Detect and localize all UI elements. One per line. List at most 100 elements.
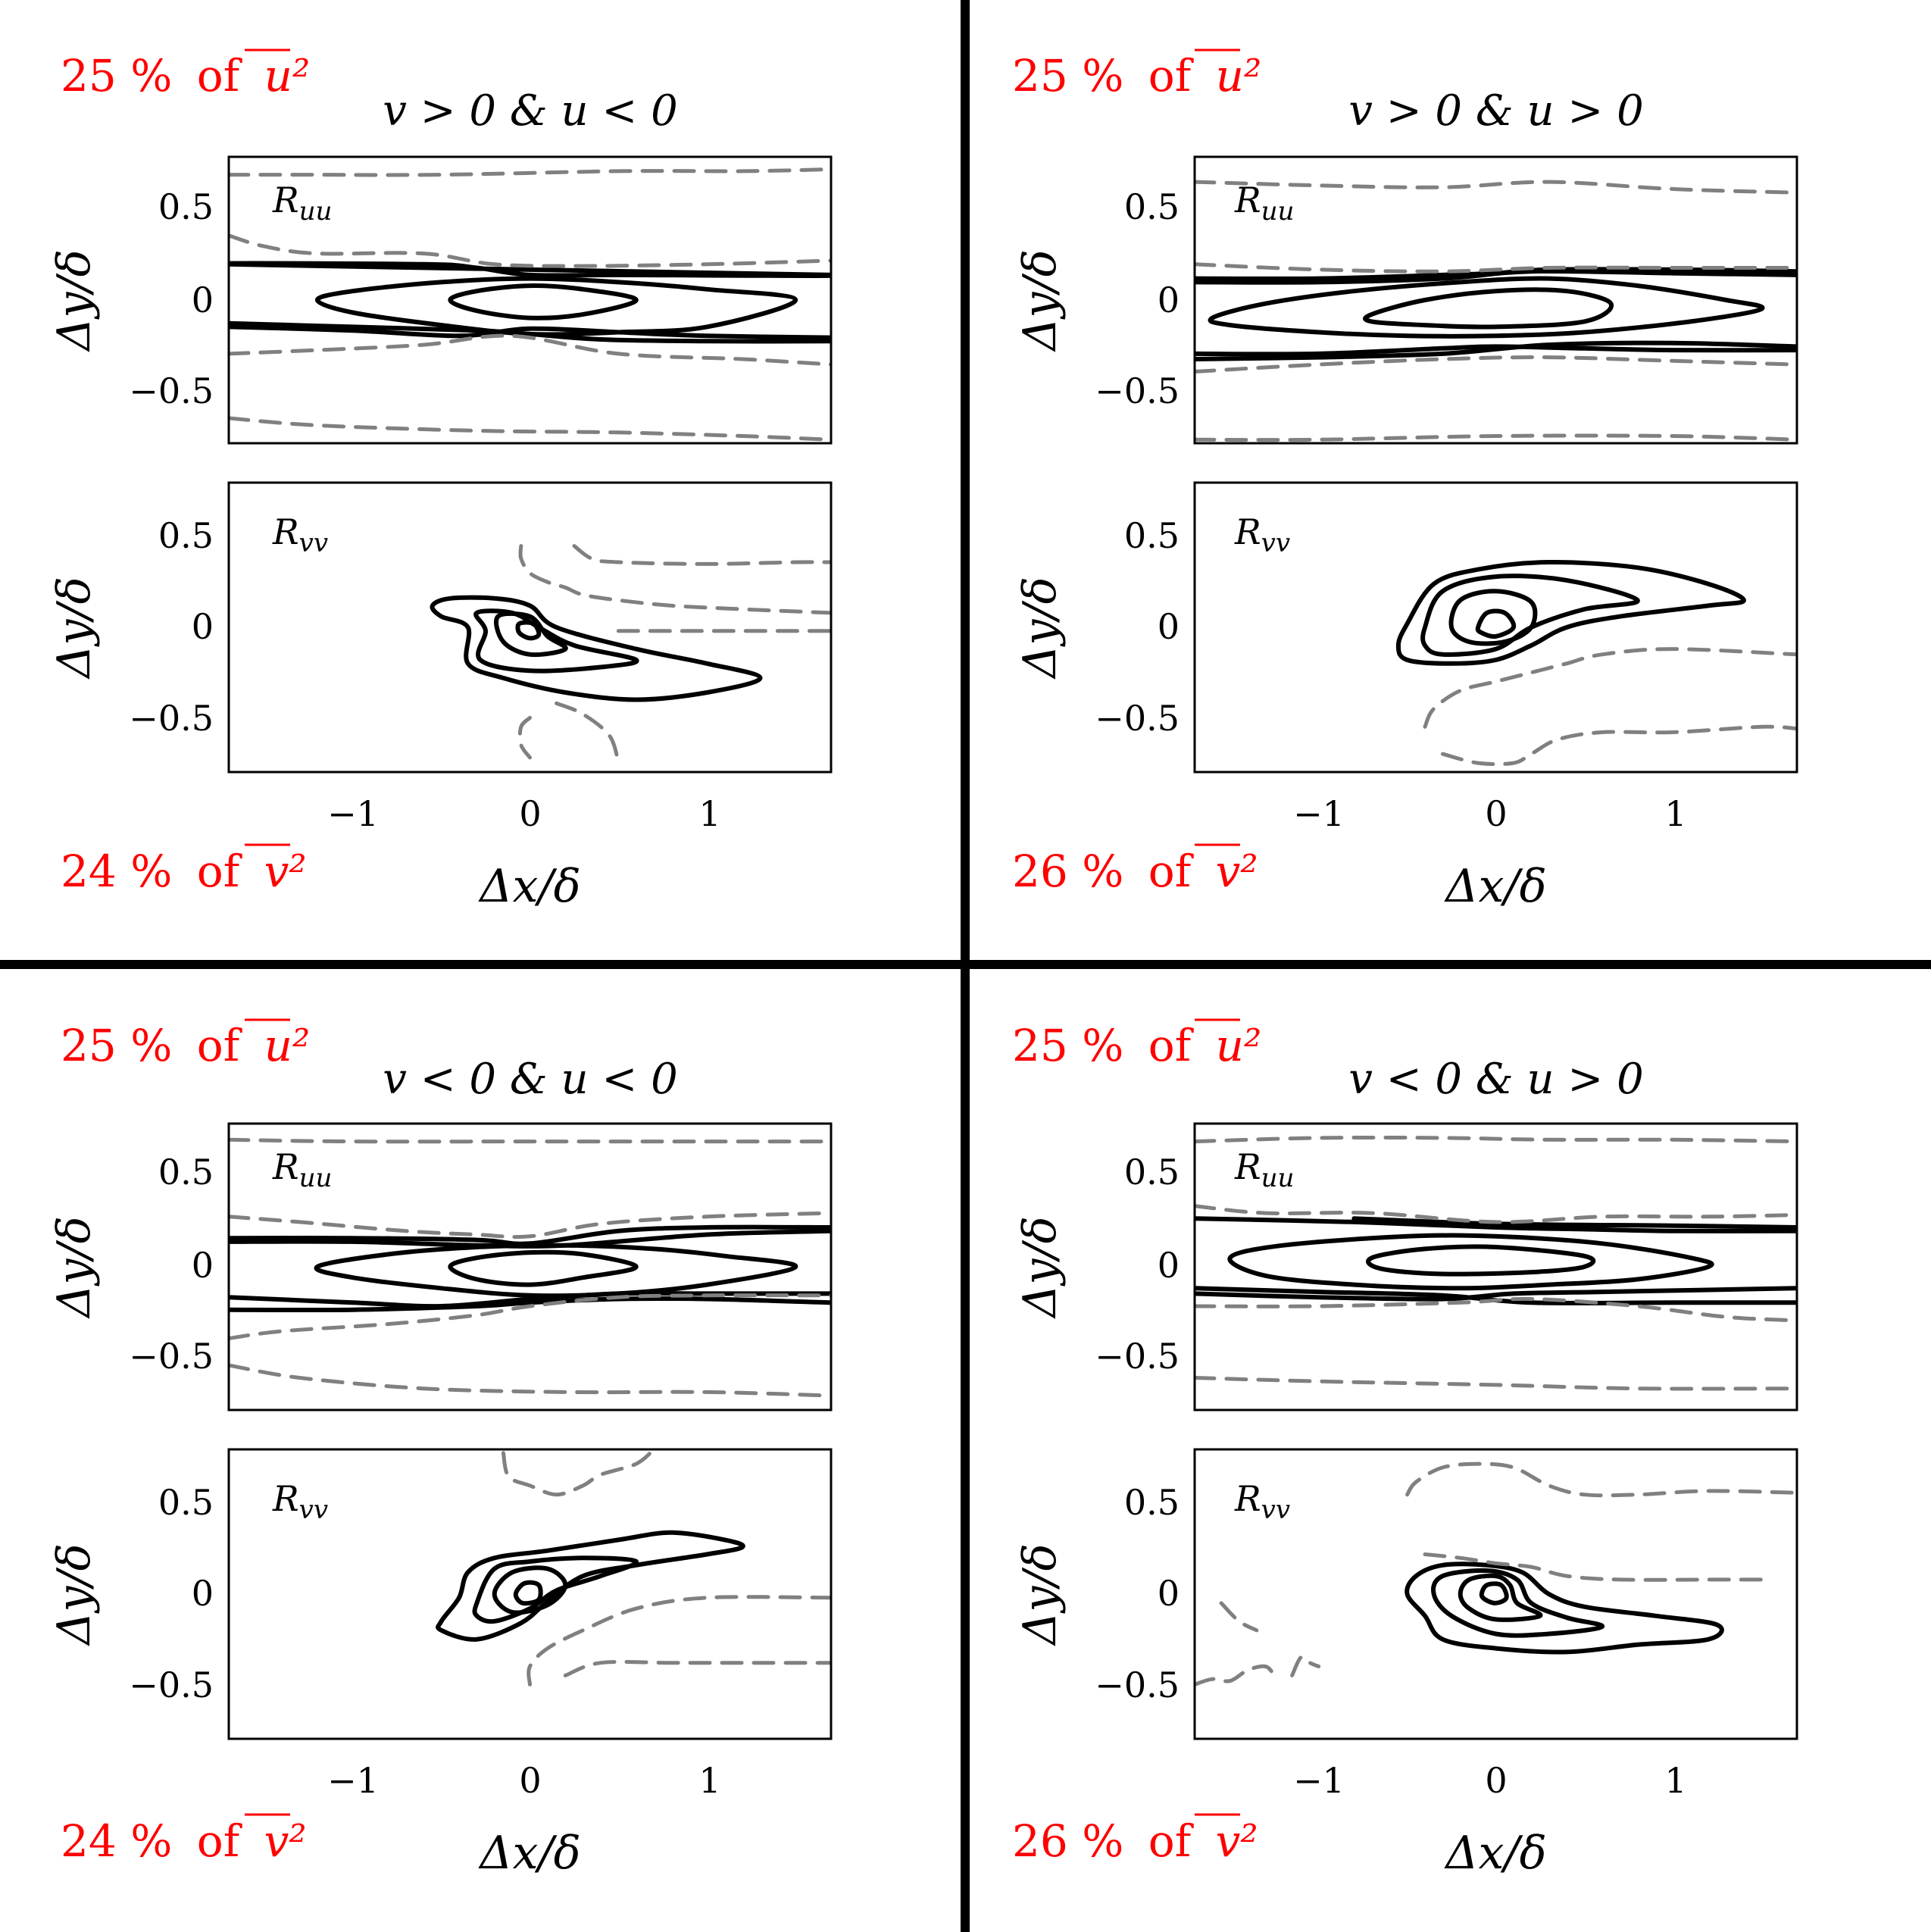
positive-contour-line [1195,1286,1797,1302]
subplot-label: Ruu [1234,180,1294,227]
negative-contour-line [229,1211,831,1240]
panel-3: 25 % of u² v < 0 & u < 0 Ruu 0.5 0 −0.5 … [48,1018,833,1880]
x-tick-group: −1 0 1 [327,1760,721,1801]
x-tick-label: 0 [1485,1760,1507,1801]
positive-contour-line [314,276,798,337]
y-tick-label: 0 [192,1245,214,1286]
y-axis-label: Δy/δ [1014,1543,1067,1646]
y-tick-label: −0.5 [129,370,214,411]
positive-contour-line [1227,1233,1714,1291]
negative-contour-line [1440,724,1797,767]
negative-contour-line [1195,1376,1797,1391]
positive-contour-line [314,1243,798,1299]
negative-contour-line [229,1137,831,1144]
x-tick-label: 1 [698,1760,720,1801]
positive-contour-line [1448,589,1538,646]
negative-contour-line [501,1449,656,1497]
negative-contour-line [1405,1462,1797,1498]
positive-contour-line [494,611,568,658]
negative-contour-line [1195,262,1797,274]
x-axis-label: Δx/δ [478,1827,581,1880]
negative-contour-line [1195,180,1797,195]
negative-contour-line [555,701,620,765]
y-axis-label: Δy/δ [48,1216,101,1319]
subplot-label: Ruu [1234,1146,1294,1193]
y-tick-label: 0.5 [158,515,214,556]
negative-contour-line [518,544,831,615]
plot-frame [1193,481,1798,774]
y-tick-label: −0.5 [1095,698,1180,739]
y-tick-group: 0.5 0 −0.5 [129,186,214,411]
plot-frame [227,481,833,774]
positive-contour-line [1208,276,1765,339]
x-tick-label: 0 [519,793,541,834]
y-tick-label: 0 [192,1573,214,1614]
top-percent-annotation: 25 % of u² [1012,50,1261,102]
x-axis-label: Δx/δ [1444,860,1547,913]
x-tick-label: −1 [1293,1760,1345,1801]
y-axis-label: Δy/δ [48,1543,101,1646]
positive-contour-line [1195,340,1797,361]
y-tick-label: 0.5 [158,1152,214,1193]
positive-contour-line [1195,1216,1797,1233]
negative-contour-line [229,1293,831,1340]
subplot-label: Rvv [272,1478,328,1525]
positive-contour-line [1366,1244,1596,1277]
y-tick-label: −0.5 [129,1665,214,1705]
plot-frame [1193,155,1798,445]
x-axis-label: Δx/δ [478,860,581,913]
positive-contour-line [1395,559,1746,666]
subplot-ruu: Ruu 0.5 0 −0.5 Δy/δ [48,155,833,445]
y-tick-label: −0.5 [1095,1336,1180,1377]
panel-4: 25 % of u² v < 0 & u > 0 Ruu 0.5 0 −0.5 … [1012,1018,1798,1880]
subplot-ruu: Ruu 0.5 0 −0.5 Δy/δ [1014,1122,1798,1411]
bottom-percent-annotation: 26 % of v² [1012,1815,1258,1867]
y-tick-label: 0.5 [1124,186,1180,227]
positive-contour-line [1475,608,1517,639]
negative-contour-line [229,1363,831,1398]
y-tick-label: 0 [1158,606,1180,647]
x-tick-label: −1 [1293,793,1345,834]
negative-contour-line [517,715,532,760]
x-tick-label: 1 [698,793,720,834]
negative-contour-line [1195,1204,1797,1224]
subplot-rvv: Rvv 0.5 0 −0.5 Δy/δ −1 0 1 Δx/δ [48,481,833,913]
positive-contour-line [492,1565,568,1615]
y-tick-label: 0 [192,606,214,647]
positive-contour-line [1351,1216,1797,1230]
y-tick-label: 0.5 [1124,515,1180,556]
negative-contour-line [229,333,831,367]
panel-title: v > 0 & u > 0 [1348,86,1643,136]
y-tick-label: 0.5 [1124,1482,1180,1523]
y-tick-group: 0.5 0 −0.5 [129,1482,214,1705]
positive-contour-line [1479,1581,1509,1605]
positive-contour-line [229,261,831,278]
bottom-percent-annotation: 24 % of v² [61,1815,307,1867]
y-tick-label: 0.5 [158,186,214,227]
positive-contour-line [448,283,639,320]
positive-contour-line [1195,344,1797,357]
y-tick-label: 0 [192,280,214,320]
positive-contour-line [436,1530,745,1642]
top-percent-annotation: 25 % of u² [61,50,310,102]
y-tick-label: 0 [1158,280,1180,320]
subplot-ruu: Ruu 0.5 0 −0.5 Δy/δ [1014,155,1798,445]
panel-2: 25 % of u² v > 0 & u > 0 Ruu 0.5 0 −0.5 … [1012,48,1798,913]
x-tick-label: −1 [327,1760,379,1801]
positive-contour-line [1458,1573,1543,1622]
y-tick-group: 0.5 0 −0.5 [129,515,214,739]
positive-contour-line [448,1249,639,1287]
negative-contour-line [1195,355,1797,374]
y-tick-group: 0.5 0 −0.5 [129,1152,214,1377]
positive-contour-line [430,595,763,702]
plot-frame [1193,1122,1798,1411]
y-tick-group: 0.5 0 −0.5 [1095,1152,1180,1377]
y-axis-label: Δy/δ [48,577,101,680]
x-tick-group: −1 0 1 [1293,793,1687,834]
positive-contour-line [1431,1568,1604,1638]
subplot-label: Ruu [272,180,332,227]
subplot-rvv: Rvv 0.5 0 −0.5 Δy/δ −1 0 1 Δx/δ [48,1448,833,1880]
bottom-percent-annotation: 26 % of v² [1012,846,1258,897]
positive-contour-line [513,1580,543,1606]
